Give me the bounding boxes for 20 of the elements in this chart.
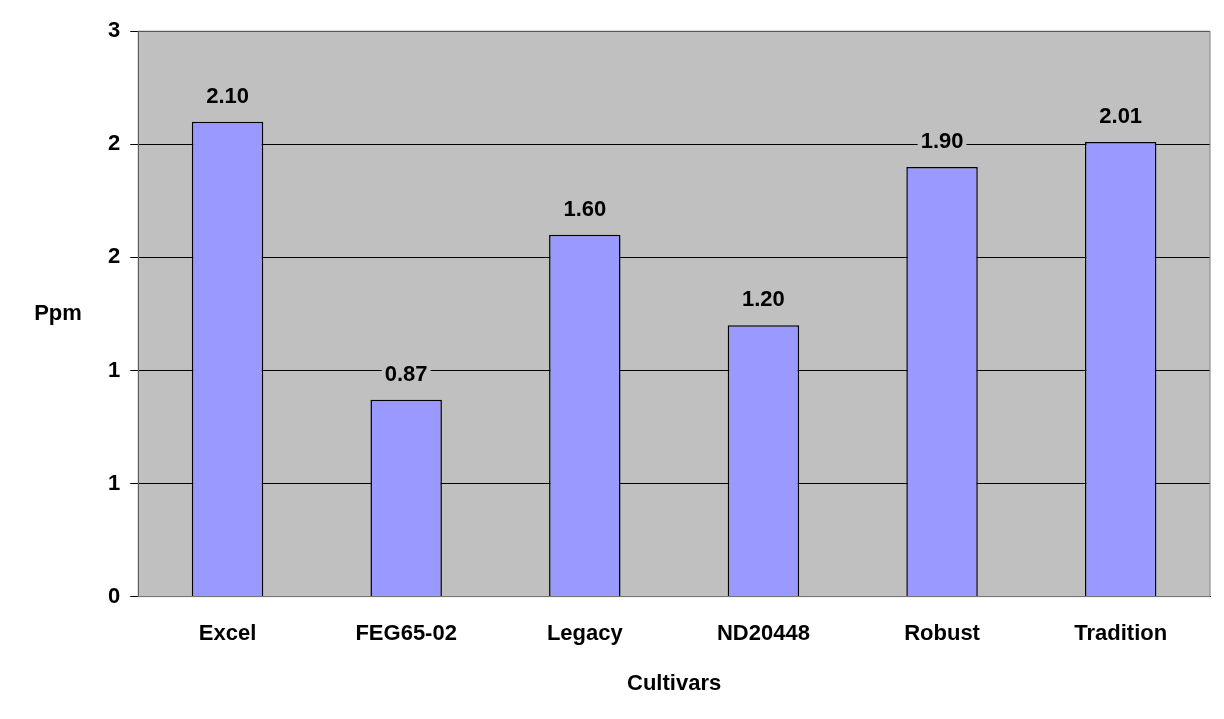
data-label: 1.60 bbox=[563, 195, 607, 221]
y-tick-label: 0 bbox=[107, 582, 121, 608]
y-tick-label: 3 bbox=[107, 17, 121, 43]
y-tick-label: 1 bbox=[107, 469, 121, 495]
data-label: 1.20 bbox=[742, 286, 785, 312]
x-axis-title: Cultivars bbox=[627, 670, 722, 696]
x-tick-label: FEG65-02 bbox=[355, 619, 457, 645]
x-tick-label: Robust bbox=[904, 619, 981, 645]
data-label: 1.90 bbox=[920, 127, 964, 153]
data-label: 2.10 bbox=[206, 82, 249, 108]
y-axis-title: Ppm bbox=[34, 299, 82, 325]
data-label: 2.01 bbox=[1099, 103, 1143, 129]
x-tick-label: Tradition bbox=[1074, 619, 1168, 645]
y-tick-label: 2 bbox=[107, 130, 121, 156]
y-tick-label: 2 bbox=[107, 243, 121, 269]
x-tick-label: ND20448 bbox=[716, 619, 810, 645]
x-tick-label: Legacy bbox=[546, 619, 624, 645]
x-tick-label: Excel bbox=[198, 619, 257, 645]
y-tick-label: 1 bbox=[107, 356, 121, 382]
data-label: 0.87 bbox=[384, 360, 428, 386]
